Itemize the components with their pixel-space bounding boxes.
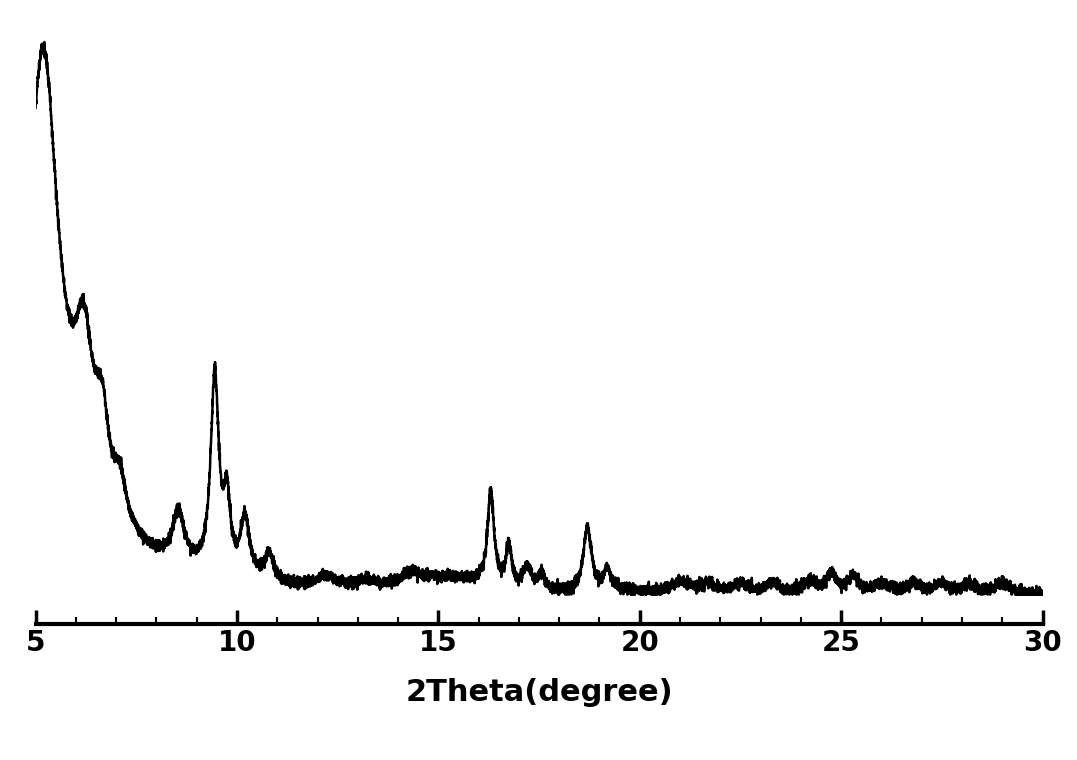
X-axis label: 2Theta(degree): 2Theta(degree) [405,678,673,707]
